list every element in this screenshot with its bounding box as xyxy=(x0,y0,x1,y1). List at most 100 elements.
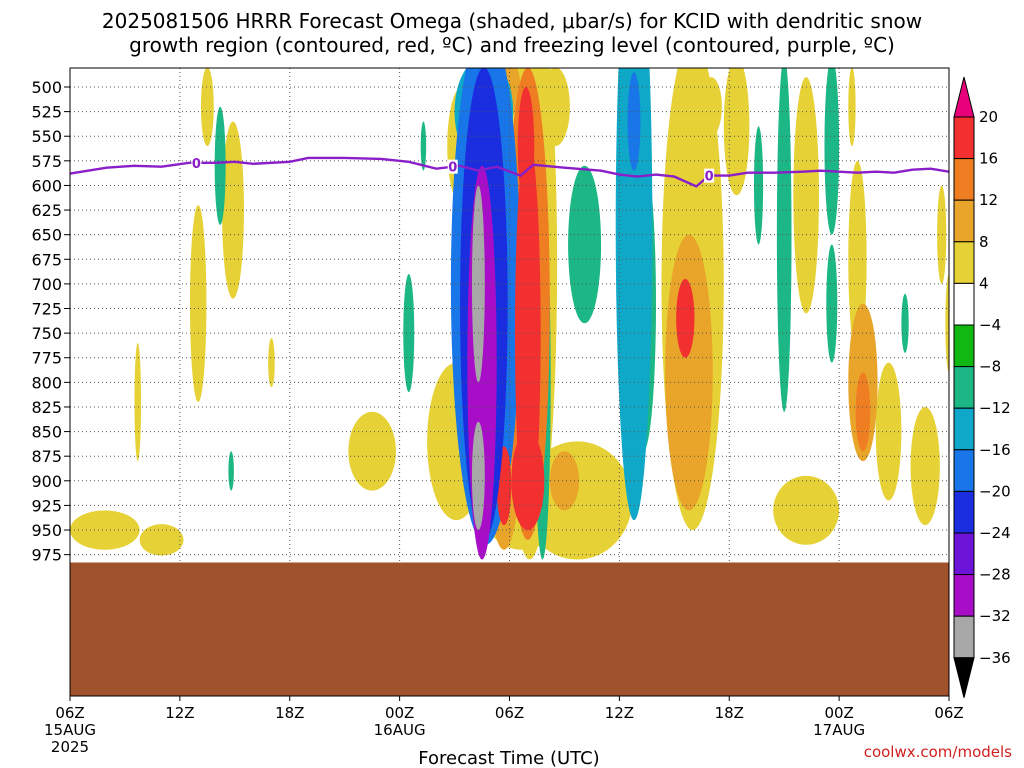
colorbar-bottom-arrow xyxy=(953,657,975,698)
omega-blob-52 xyxy=(517,87,535,206)
x-tick-label-3: 00Z xyxy=(385,704,414,722)
freezing-level-label-0: 0 xyxy=(192,157,201,172)
omega-blob-20 xyxy=(699,77,722,137)
x-tick-label-0: 06Z xyxy=(55,704,84,722)
colorbar-label-1: 16 xyxy=(979,150,998,168)
colorbar-bin-3 xyxy=(953,241,975,284)
y-tick-label-650: 650 xyxy=(31,226,62,245)
y-tick-label-750: 750 xyxy=(31,324,62,343)
y-tick-label-600: 600 xyxy=(31,176,62,195)
x-tick-label-7: 00Z xyxy=(824,704,853,722)
omega-blob-49 xyxy=(511,431,545,531)
y-tick-label-825: 825 xyxy=(31,398,62,417)
omega-blob-34 xyxy=(420,121,427,171)
omega-blob-51 xyxy=(627,72,641,171)
x-tick-date-7: 17AUG xyxy=(813,721,865,739)
x-axis-label: Forecast Time (UTC) xyxy=(418,748,599,768)
colorbar-label-2: 12 xyxy=(979,191,998,209)
x-tick-date-0: 15AUG xyxy=(44,721,96,739)
y-tick-label-575: 575 xyxy=(31,152,62,171)
omega-blob-16 xyxy=(723,68,750,196)
x-tick-label-1: 12Z xyxy=(165,704,194,722)
colorbar-bin-4 xyxy=(953,282,975,326)
omega-blob-12 xyxy=(773,475,840,545)
colorbar-label-4: 4 xyxy=(979,274,989,292)
colorbar-label-12: −32 xyxy=(979,607,1011,625)
omega-blob-30 xyxy=(824,68,840,235)
ground-surface xyxy=(70,562,949,696)
freezing-level-label-1: 0 xyxy=(448,161,457,176)
colorbar-bin-2 xyxy=(953,199,975,243)
omega-blob-44 xyxy=(615,68,653,521)
colorbar-label-13: −36 xyxy=(979,649,1011,667)
omega-blob-28 xyxy=(776,68,792,412)
omega-blob-40 xyxy=(665,234,713,511)
colorbar: 20 16 12 8 4 −4 −8 −12 −16 −20 −24 −28 −32 −36 xyxy=(953,76,1011,698)
omega-blob-18 xyxy=(910,406,940,526)
colorbar-label-9: −20 xyxy=(979,482,1011,500)
colorbar-label-8: −16 xyxy=(979,441,1011,459)
colorbar-bin-12 xyxy=(953,615,975,659)
y-tick-label-950: 950 xyxy=(31,521,62,540)
colorbar-bin-9 xyxy=(953,490,975,534)
y-tick-label-850: 850 xyxy=(31,423,62,442)
colorbar-top-arrow xyxy=(953,76,975,118)
omega-blob-7 xyxy=(134,342,142,462)
freezing-label-bg-2 xyxy=(704,168,715,183)
omega-blob-8 xyxy=(268,338,275,388)
omega-blob-27 xyxy=(568,165,602,324)
colorbar-label-11: −28 xyxy=(979,566,1011,584)
freezing-level-label-2: 0 xyxy=(705,170,714,185)
omega-blob-4 xyxy=(139,524,184,556)
y-tick-label-925: 925 xyxy=(31,496,62,515)
freezing-level-line xyxy=(70,156,949,188)
omega-blob-6 xyxy=(937,185,947,284)
colorbar-bin-0 xyxy=(953,116,975,160)
ground-terrain xyxy=(70,562,949,696)
freezing-label-bg-1 xyxy=(447,159,458,174)
colorbar-label-6: −8 xyxy=(979,358,1001,376)
y-tick-label-725: 725 xyxy=(31,300,62,319)
omega-blob-38 xyxy=(214,106,226,225)
x-tick-year-0: 2025 xyxy=(51,738,89,756)
y-tick-label-625: 625 xyxy=(31,201,62,220)
x-tick-label-5: 12Z xyxy=(605,704,634,722)
y-tick-label-775: 775 xyxy=(31,349,62,368)
omega-blob-21 xyxy=(945,274,949,373)
colorbar-bin-10 xyxy=(953,532,975,576)
colorbar-label-10: −24 xyxy=(979,524,1011,542)
omega-blob-1 xyxy=(875,362,902,501)
y-tick-label-500: 500 xyxy=(31,78,62,97)
colorbar-bin-6 xyxy=(953,366,975,409)
omega-blob-2 xyxy=(189,205,207,403)
colorbar-bin-5 xyxy=(953,324,975,368)
y-axis-ticks: 500 525 550 575 600 625 650 675 700 725 750 775 800 8… xyxy=(31,78,70,565)
y-tick-label-550: 550 xyxy=(31,127,62,146)
omega-blob-0 xyxy=(348,411,396,491)
y-tick-label-875: 875 xyxy=(31,447,62,466)
colorbar-bin-8 xyxy=(953,449,975,492)
omega-blob-56 xyxy=(471,421,485,531)
y-tick-label-675: 675 xyxy=(31,250,62,269)
colorbar-bin-11 xyxy=(953,574,975,617)
omega-blob-45 xyxy=(855,372,871,452)
colorbar-label-5: −4 xyxy=(979,316,1001,334)
colorbar-label-3: 8 xyxy=(979,233,989,251)
omega-shading xyxy=(70,68,949,560)
omega-blob-14 xyxy=(221,121,244,299)
y-tick-label-525: 525 xyxy=(31,103,62,122)
colorbar-label-7: −12 xyxy=(979,399,1011,417)
omega-blob-22 xyxy=(848,68,856,147)
chart-title-line-1: 2025081506 HRRR Forecast Omega (shaded, … xyxy=(102,9,922,33)
x-tick-date-3: 16AUG xyxy=(374,721,426,739)
omega-blob-39 xyxy=(901,293,909,353)
omega-blob-24 xyxy=(793,77,819,314)
omega-blob-35 xyxy=(228,451,234,491)
y-tick-label-975: 975 xyxy=(31,546,62,565)
colorbar-label-0: 20 xyxy=(979,108,998,126)
grid-lines xyxy=(69,68,950,696)
x-tick-label-2: 18Z xyxy=(275,704,304,722)
chart-title-line-2: growth region (contoured, red, ºC) and f… xyxy=(129,33,895,57)
x-tick-label-4: 06Z xyxy=(495,704,524,722)
